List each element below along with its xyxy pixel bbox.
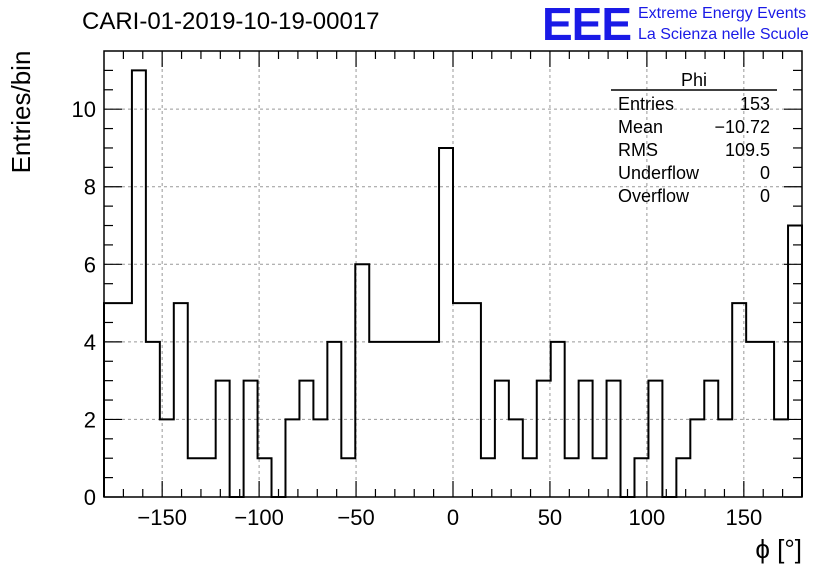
histogram-outline <box>103 69 803 498</box>
stats-row-label: Overflow <box>618 186 690 206</box>
x-axis-label: ϕ [°] <box>755 534 802 564</box>
stats-row-label: Mean <box>618 117 663 137</box>
logo-subtitle-line1: Extreme Energy Events <box>638 5 807 22</box>
histogram-bin <box>648 381 662 497</box>
stats-title: Phi <box>681 70 707 90</box>
histogram-bin <box>285 419 299 497</box>
histogram-bin <box>676 458 690 497</box>
x-tick-label: −50 <box>337 505 374 530</box>
y-axis-label: Entries/bin <box>6 51 36 174</box>
y-tick-label: 2 <box>84 407 96 432</box>
histogram-bin <box>216 381 230 497</box>
y-tick-label: 10 <box>72 97 96 122</box>
histogram-bin <box>355 264 369 497</box>
eee-logo: EEE <box>542 0 632 50</box>
stats-box: Phi Entries 153 Mean −10.72 RMS 109.5 Underflo… <box>611 70 777 206</box>
histogram-bin <box>467 303 481 497</box>
histogram-bin <box>132 70 146 497</box>
histogram-bin <box>718 419 732 497</box>
histogram-bin <box>453 303 467 497</box>
histogram-bin <box>537 381 551 497</box>
histogram-bin <box>579 381 593 497</box>
histogram-bin <box>383 342 397 497</box>
histogram-bin <box>509 419 523 497</box>
chart-title: CARI-01-2019-10-19-00017 <box>82 8 380 35</box>
y-tick-label: 0 <box>84 485 96 510</box>
histogram-bin <box>341 458 355 497</box>
histogram-bin <box>313 419 327 497</box>
histogram-bin <box>607 381 621 497</box>
histogram-bin <box>299 381 313 497</box>
histogram-bin <box>118 303 132 497</box>
tick-labels: −150 −100 −50 0 50 100 150 0 2 4 6 8 10 <box>72 97 763 530</box>
histogram-bin <box>439 148 453 497</box>
histogram-bin <box>174 303 188 497</box>
histogram-bin <box>593 458 607 497</box>
histogram-bin <box>523 458 537 497</box>
histogram-bin <box>495 381 509 497</box>
logo-subtitle-line2: La Scienza nelle Scuole <box>638 26 809 43</box>
y-tick-label: 4 <box>84 330 96 355</box>
histogram-bin <box>481 458 495 497</box>
x-tick-label: 100 <box>629 505 666 530</box>
axis-ticks <box>104 51 802 498</box>
histogram-bin <box>188 458 202 497</box>
x-tick-label: 150 <box>725 505 762 530</box>
y-tick-label: 6 <box>84 252 96 277</box>
histogram-bin <box>244 381 258 497</box>
histogram-bin <box>704 381 718 497</box>
x-tick-label: −100 <box>234 505 284 530</box>
x-tick-label: −150 <box>137 505 187 530</box>
y-tick-label: 8 <box>84 175 96 200</box>
stats-row-label: Underflow <box>618 163 700 183</box>
stats-row-value: −10.72 <box>714 117 770 137</box>
histogram-bin <box>202 458 216 497</box>
stats-row-label: RMS <box>618 140 658 160</box>
histogram-bin <box>690 419 704 497</box>
stats-row-value: 0 <box>760 163 770 183</box>
x-tick-label: 0 <box>447 505 459 530</box>
stats-row-value: 0 <box>760 186 770 206</box>
stats-row-value: 153 <box>740 94 770 114</box>
stats-row-label: Entries <box>618 94 674 114</box>
histogram-bin <box>565 458 579 497</box>
histogram-bin <box>774 419 788 497</box>
x-tick-label: 50 <box>538 505 562 530</box>
stats-row-value: 109.5 <box>725 140 770 160</box>
histogram-series <box>103 69 803 498</box>
